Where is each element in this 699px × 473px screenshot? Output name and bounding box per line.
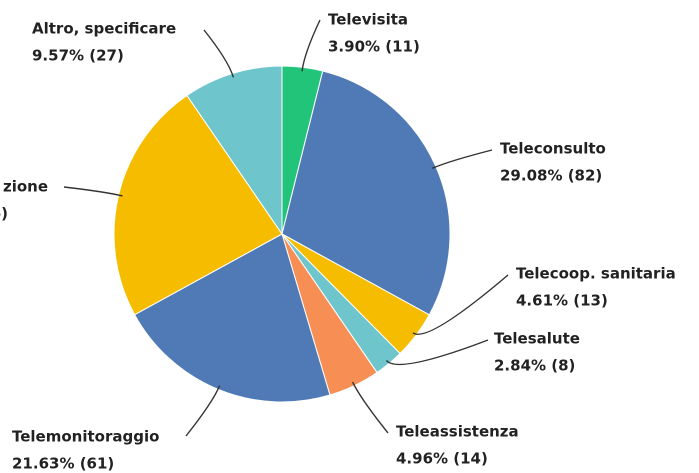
leader-line	[301, 19, 321, 72]
slice-label: Televisita	[328, 11, 408, 29]
slice-value-label: 21.63% (61)	[12, 455, 114, 473]
slice-label: Telesalute	[494, 330, 580, 348]
slice-value-label: 9.57% (27)	[32, 47, 124, 65]
slice-label: Altro, specificare	[32, 20, 176, 38]
leader-line	[412, 274, 509, 335]
leader-line	[63, 186, 123, 197]
leader-line	[185, 385, 221, 437]
slice-value-label: 3.90% (11)	[328, 38, 420, 56]
slice-value-label: 4.61% (13)	[516, 292, 608, 310]
leader-line	[431, 149, 493, 169]
slice-label: Telecoop. sanitaria	[516, 265, 676, 283]
slice-label: Teleconsulto	[500, 140, 606, 158]
leader-line	[351, 381, 389, 434]
slice-value-label: 4.96% (14)	[396, 450, 488, 468]
slice-value-label: 2.84% (8)	[494, 357, 575, 375]
slice-label: Telemonitoraggio	[12, 428, 159, 446]
slice-label: zione	[3, 178, 48, 196]
slice-value-label: 29.08% (82)	[500, 167, 602, 185]
slice-value-label: 23.40% (66)	[0, 205, 8, 223]
leader-line	[385, 339, 489, 366]
leader-line	[203, 29, 235, 78]
slice-label: Teleassistenza	[396, 423, 519, 441]
